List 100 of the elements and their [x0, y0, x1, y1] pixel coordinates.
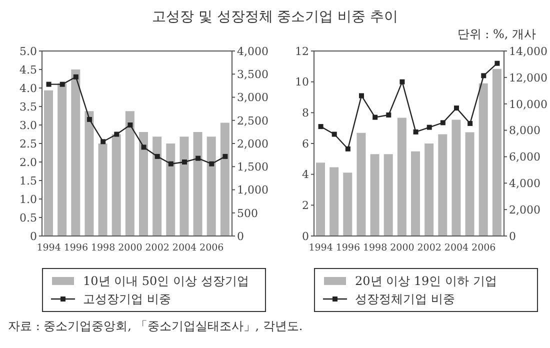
bar [452, 120, 461, 236]
bar [139, 132, 148, 236]
y-tick-label: 3.0 [20, 118, 37, 132]
x-tick-label: 1996 [64, 242, 88, 254]
bar [206, 136, 216, 236]
y-tick-label: 5.0 [20, 44, 37, 58]
x-tick-label: 2004 [172, 242, 197, 254]
bar [356, 132, 366, 236]
bar [125, 111, 134, 236]
point [73, 74, 78, 80]
y2-tick-label: 2,500 [237, 114, 268, 128]
bar [438, 134, 448, 236]
bar [152, 136, 162, 236]
point [372, 114, 378, 120]
y2-tick-label: 2,000 [237, 137, 268, 150]
point [318, 124, 324, 130]
point [168, 161, 174, 166]
point [60, 82, 65, 87]
y2-tick-label: 10,000 [509, 98, 548, 111]
bar [98, 144, 108, 236]
point [332, 132, 337, 137]
bar [71, 70, 80, 236]
bar [397, 118, 406, 236]
bar [370, 154, 380, 236]
point [494, 60, 500, 66]
y2-tick-label: 2,000 [509, 203, 540, 216]
bar [44, 90, 53, 236]
bar [384, 154, 393, 236]
bar [112, 134, 121, 236]
x-tick-label: 2006 [200, 242, 224, 254]
legend-label: 고성장기업 비중 [83, 291, 171, 308]
point [440, 120, 446, 126]
y-tick-label: 2 [302, 199, 309, 212]
y-tick-label: 4.5 [20, 63, 37, 76]
y-tick-label: 10 [295, 76, 309, 89]
point [114, 132, 120, 137]
bar [478, 83, 488, 236]
bar [193, 132, 202, 236]
point [100, 139, 106, 144]
point [222, 154, 228, 159]
y-tick-label: 3.5 [20, 100, 37, 114]
text: 자료 : 중소기업중앙회, 「중소기업실태조사」, 각년도. [8, 319, 303, 333]
y-tick-label: 12 [295, 44, 309, 58]
legend-label: 10년 이내 50인 이상 성장기업 [83, 273, 249, 290]
x-tick-label: 1996 [336, 242, 360, 254]
point [481, 73, 486, 78]
y-tick-label: 0 [30, 230, 37, 243]
x-tick-label: 2006 [472, 242, 496, 254]
point [345, 146, 350, 152]
x-tick-label: 1998 [90, 242, 116, 254]
x-tick-label: 2004 [444, 242, 469, 254]
point [359, 93, 364, 98]
point [141, 144, 146, 150]
bar [166, 144, 176, 236]
bar [220, 122, 230, 236]
point [400, 79, 405, 84]
point [182, 160, 187, 164]
y2-tick-label: 1,500 [237, 160, 268, 174]
point [468, 120, 473, 126]
legend-label: 20년 이상 19인 이하 기업 [355, 273, 497, 290]
x-tick-label: 2002 [417, 242, 442, 254]
point [454, 106, 459, 111]
y2-tick-label: 12,000 [509, 71, 548, 84]
x-tick-label: 1994 [308, 242, 333, 254]
point [87, 116, 92, 122]
y-tick-label: 1.0 [20, 192, 37, 206]
point [209, 161, 214, 166]
y2-tick-label: 8,000 [509, 124, 540, 138]
point [154, 154, 160, 159]
bar [465, 132, 474, 236]
x-tick-label: 1994 [36, 242, 61, 254]
point [196, 156, 201, 161]
point [46, 82, 52, 87]
y-tick-label: 2.5 [20, 137, 37, 150]
y-tick-label: 2.0 [20, 156, 37, 169]
y2-tick-label: 0 [509, 230, 516, 243]
point [386, 112, 392, 118]
x-tick-label: 2000 [118, 242, 142, 254]
y-tick-label: 8 [302, 106, 309, 120]
point [426, 124, 432, 130]
x-tick-label: 1998 [362, 242, 388, 254]
y-tick-label: 1.5 [20, 174, 37, 188]
y2-tick-label: 0 [237, 230, 244, 243]
bar [492, 68, 502, 236]
y-tick-label: 0 [302, 230, 309, 243]
bar [330, 167, 339, 236]
bar [316, 162, 325, 236]
bar [343, 172, 352, 236]
text: 고성장 및 성장정체 중소기업 비중 추이 [150, 8, 400, 26]
y2-tick-label: 6,000 [509, 150, 540, 164]
y2-tick-label: 3,500 [237, 68, 268, 82]
legend-label: 성장정체기업 비중 [355, 291, 455, 308]
y-tick-label: 0.5 [20, 211, 37, 224]
y2-tick-label: 4,000 [509, 177, 540, 190]
y2-tick-label: 4,000 [237, 44, 268, 58]
y2-tick-label: 500 [237, 206, 258, 220]
y-tick-label: 6 [302, 137, 309, 150]
y2-tick-label: 14,000 [509, 44, 548, 58]
y2-tick-label: 3,000 [237, 91, 268, 104]
bar [58, 83, 67, 236]
